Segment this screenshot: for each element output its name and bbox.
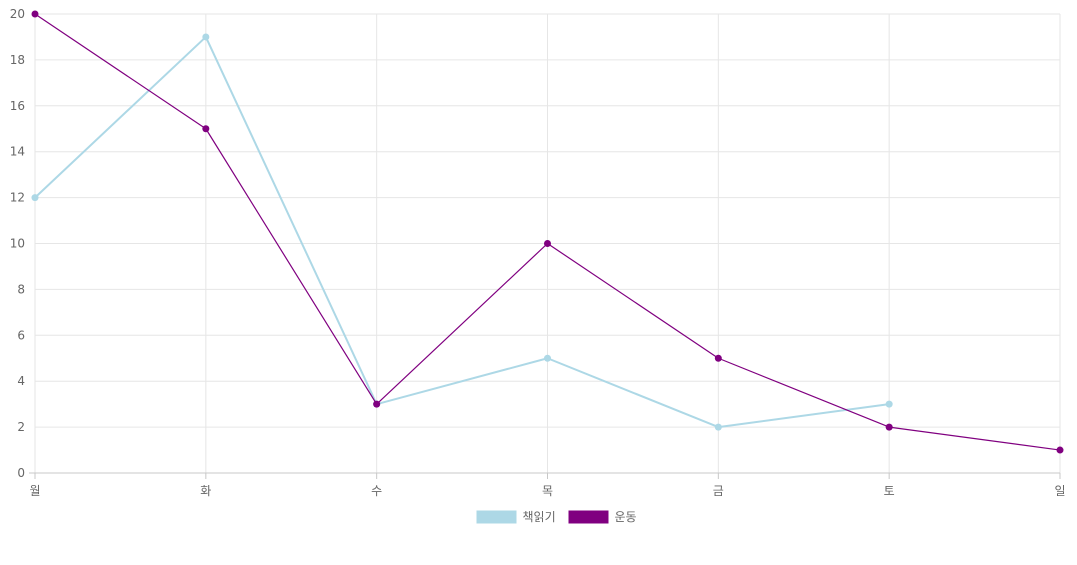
y-tick-label: 6	[17, 328, 25, 342]
data-point[interactable]	[202, 125, 210, 133]
legend-label: 운동	[615, 510, 637, 524]
legend-item[interactable]: 책읽기	[476, 509, 556, 524]
legend-swatch	[568, 510, 609, 524]
y-tick-label: 8	[17, 282, 25, 296]
y-tick-label: 14	[10, 145, 25, 159]
y-tick-label: 4	[17, 374, 25, 388]
x-tick-label: 토	[884, 484, 895, 498]
data-point[interactable]	[885, 423, 893, 431]
data-point[interactable]	[31, 194, 39, 202]
data-point[interactable]	[31, 10, 39, 18]
data-point[interactable]	[373, 400, 381, 408]
data-point[interactable]	[714, 423, 722, 431]
axes: 0 2 4 6 8 10 12 14 16 18 20 월 화 수 목 금 토 일	[10, 7, 1066, 498]
x-tick-label: 일	[1054, 484, 1065, 498]
data-point[interactable]	[1056, 446, 1064, 454]
x-tick-label: 금	[713, 484, 724, 498]
series-line	[34, 35, 890, 429]
y-tick-label: 2	[17, 420, 25, 434]
data-point[interactable]	[885, 400, 893, 408]
legend-item[interactable]: 운동	[568, 510, 637, 524]
y-tick-label: 10	[10, 237, 25, 251]
y-tick-label: 0	[17, 466, 25, 480]
data-point[interactable]	[714, 354, 722, 362]
legend-label: 책읽기	[523, 509, 556, 524]
y-tick-label: 20	[10, 7, 25, 21]
data-point[interactable]	[202, 33, 210, 41]
series-1	[31, 33, 893, 431]
y-tick-label: 12	[10, 191, 25, 205]
data-point[interactable]	[544, 354, 551, 362]
y-tick-label: 16	[10, 99, 25, 113]
y-tick-label: 18	[10, 53, 25, 67]
legend-swatch	[476, 510, 517, 524]
series-2	[31, 10, 1064, 454]
x-tick-label: 수	[371, 484, 382, 498]
series-lines	[31, 10, 1064, 454]
x-tick-label: 목	[542, 484, 553, 498]
x-tick-label: 화	[200, 484, 211, 498]
x-tick-label: 월	[29, 484, 40, 498]
data-point[interactable]	[544, 240, 551, 247]
legend: 책읽기 운동	[476, 509, 637, 524]
